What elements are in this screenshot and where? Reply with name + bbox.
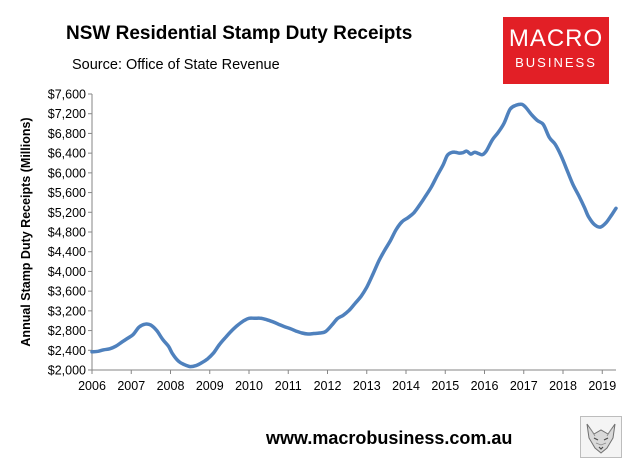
x-tick-label: 2017 <box>510 379 538 393</box>
y-tick-label: $3,600 <box>48 285 86 299</box>
x-tick-label: 2007 <box>117 379 145 393</box>
series-line <box>90 102 618 369</box>
macrobusiness-logo: MACRO BUSINESS <box>503 17 609 84</box>
y-axis-label: Annual Stamp Duty Receipts (Millions) <box>19 117 33 346</box>
y-axis: $2,000 $2,400 $2,800 $3,200 $3,600 $4,000 $4,4… <box>48 88 93 378</box>
chart-title: NSW Residential Stamp Duty Receipts <box>66 23 413 44</box>
logo-line1: MACRO <box>508 25 604 52</box>
y-tick-label: $4,000 <box>48 265 86 279</box>
x-tick-label: 2019 <box>588 379 616 393</box>
y-tick-label: $6,000 <box>48 166 86 180</box>
x-tick-label: 2014 <box>392 379 420 393</box>
x-tick-label: 2015 <box>431 379 459 393</box>
y-tick-label: $2,000 <box>48 364 86 378</box>
y-tick-label: $7,200 <box>48 107 86 121</box>
y-tick-label: $4,400 <box>48 245 86 259</box>
fox-sketch-icon <box>580 416 622 458</box>
y-tick-label: $3,200 <box>48 304 86 318</box>
y-tick-label: $7,600 <box>48 88 86 102</box>
y-tick-label: $2,800 <box>48 324 86 338</box>
x-tick-label: 2016 <box>471 379 499 393</box>
y-tick-label: $5,200 <box>48 206 86 220</box>
x-tick-label: 2010 <box>235 379 263 393</box>
x-tick-label: 2013 <box>353 379 381 393</box>
y-tick-label: $5,600 <box>48 186 86 200</box>
chart-source: Source: Office of State Revenue <box>72 57 280 73</box>
footer-url: www.macrobusiness.com.au <box>266 428 513 448</box>
y-tick-label: $2,400 <box>48 344 86 358</box>
x-tick-label: 2018 <box>549 379 577 393</box>
x-tick-label: 2012 <box>314 379 342 393</box>
series-group <box>90 102 618 369</box>
y-tick-label: $6,800 <box>48 127 86 141</box>
logo-line2: BUSINESS <box>515 55 597 70</box>
x-tick-label: 2006 <box>78 379 106 393</box>
x-tick-label: 2011 <box>275 379 302 393</box>
x-tick-label: 2008 <box>157 379 185 393</box>
x-tick-label: 2009 <box>196 379 224 393</box>
x-axis: 2006 2007 2008 2009 2010 2011 2012 2013 2014 2015… <box>78 369 616 393</box>
y-tick-label: $4,800 <box>48 226 86 240</box>
y-tick-label: $6,400 <box>48 147 86 161</box>
